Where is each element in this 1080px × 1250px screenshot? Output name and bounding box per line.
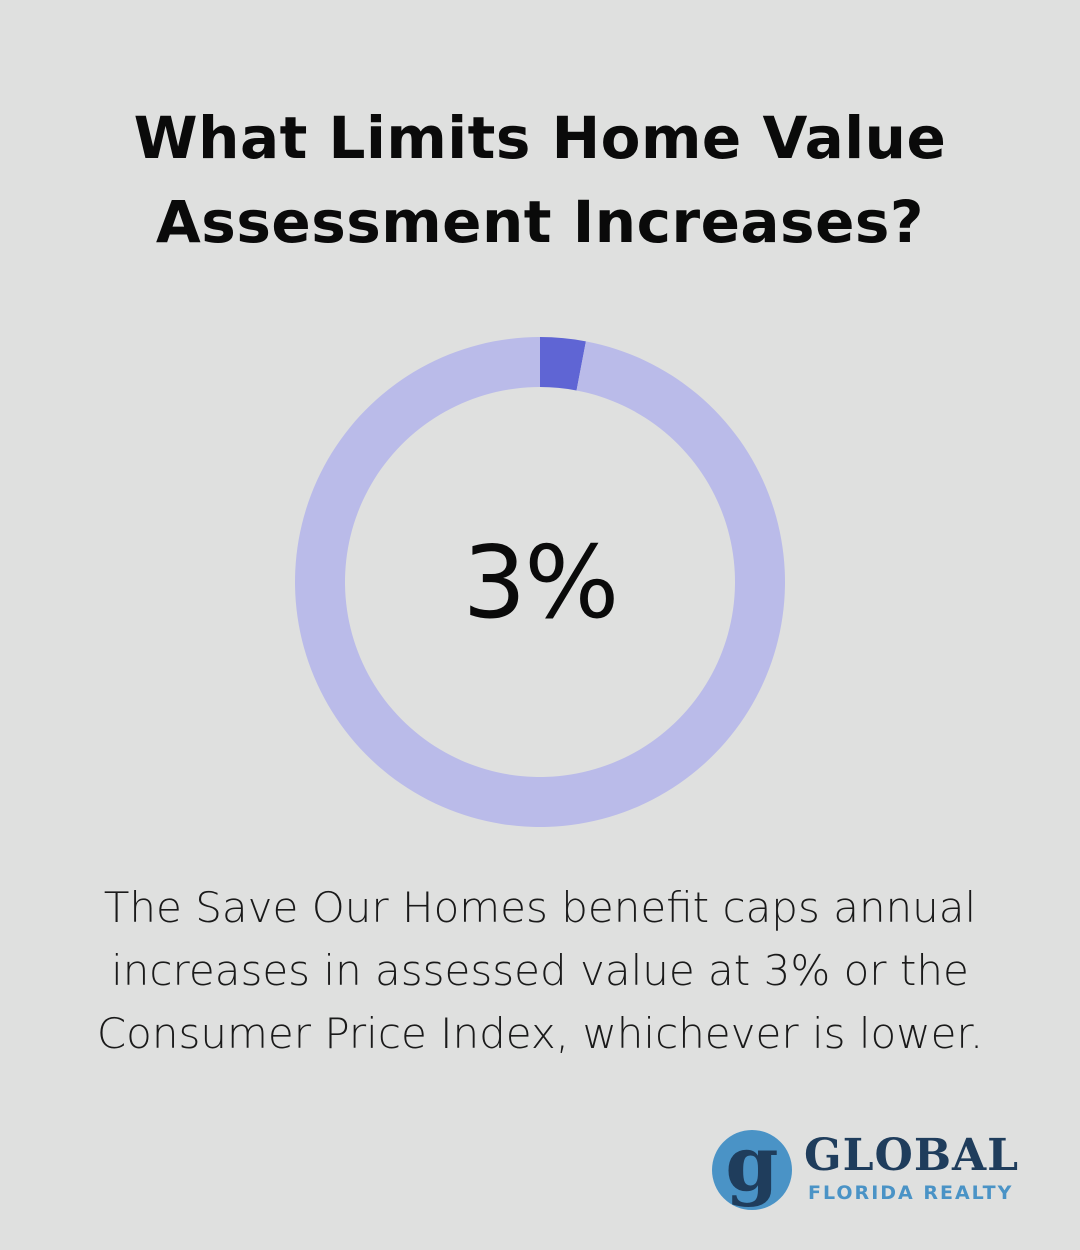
caption-line-3: Consumer Price Index, whichever is lower… [96,1009,984,1058]
donut-chart: 3% [295,337,785,827]
logo-mark-letter: g [725,1119,779,1208]
logo-subtitle: FLORIDA REALTY [808,1182,1014,1204]
donut-center-value: 3% [462,523,620,641]
logo-name: GLOBAL [804,1130,1020,1181]
donut-slice-1 [540,337,586,391]
caption-line-1: The Save Our Homes benefit caps annual [103,883,977,932]
logo-mark-icon: g [712,1124,792,1210]
chart-title: What Limits Home Value Assessment Increa… [0,96,1080,264]
chart-title-line-1: What Limits Home Value [133,104,947,172]
caption-line-2: increases in assessed value at 3% or the [111,946,969,995]
donut-chart-svg [295,337,785,827]
chart-caption: The Save Our Homes benefit caps annual i… [60,876,1020,1065]
global-florida-realty-logo: g GLOBAL FLORIDA REALTY [712,1124,1042,1210]
chart-title-line-2: Assessment Increases? [155,188,925,256]
